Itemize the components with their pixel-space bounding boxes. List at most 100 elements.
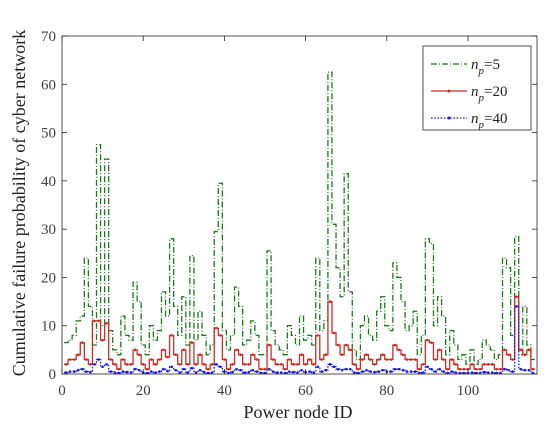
series-3-point-112 [515, 305, 518, 308]
series-2-point-35 [202, 363, 206, 366]
series-3-point-92 [434, 370, 437, 373]
series-2-point-20 [141, 363, 145, 366]
series-3-point-25 [162, 367, 165, 371]
series-2-point-56 [288, 358, 291, 361]
series-2-point-66 [328, 300, 332, 303]
series-2-point-6 [85, 358, 88, 361]
series-3-point-24 [158, 370, 161, 373]
series-3-point-63 [316, 365, 320, 369]
series-2-point-52 [271, 358, 275, 361]
series-3-point-50 [263, 371, 267, 374]
series-3-point-8 [93, 363, 96, 366]
series-2-point-78 [377, 358, 380, 361]
series-3-point-79 [381, 368, 385, 372]
series-3-point-36 [206, 371, 210, 374]
series-2-point-94 [442, 358, 445, 361]
series-3-point-86 [409, 370, 413, 373]
series-3-point-66 [328, 363, 332, 366]
series-3-point-116 [531, 371, 535, 374]
series-3-point-69 [340, 368, 344, 372]
series-2-point-77 [373, 363, 376, 366]
series-3-point-44 [239, 368, 242, 372]
series-3-point-87 [413, 370, 417, 373]
series-2-point-33 [194, 363, 198, 366]
series-2-point-102 [474, 367, 478, 371]
series-3-point-65 [324, 368, 328, 372]
series-2-point-83 [397, 348, 401, 352]
series-2-point-25 [162, 348, 165, 352]
series-3-point-4 [76, 368, 80, 372]
series-2-point-93 [438, 348, 441, 352]
series-2-point-96 [450, 358, 454, 361]
x-tick-label-60: 60 [298, 383, 313, 399]
legend: np=5 np=20 np=40 [422, 45, 532, 131]
series-2-point-105 [486, 363, 490, 366]
series-2-point-114 [523, 353, 527, 356]
series-2-point-86 [409, 358, 413, 361]
series-3-point-74 [361, 370, 364, 373]
series-3-point-98 [458, 371, 462, 374]
series-2-point-53 [275, 363, 279, 366]
series-2-point-95 [446, 367, 449, 371]
series-2-point-112 [515, 295, 518, 299]
series-2-point-38 [214, 326, 218, 330]
series-2-point-79 [381, 353, 385, 356]
series-2-point-103 [478, 367, 482, 371]
series-3-point-5 [81, 367, 84, 371]
series-2-point-32 [190, 341, 194, 344]
series-3-point-107 [495, 371, 498, 374]
series-2-point-91 [430, 341, 433, 344]
series-2-point-90 [426, 338, 429, 342]
series-2-point-61 [308, 358, 311, 361]
y-tick-label-0: 0 [49, 367, 57, 383]
axes: 0 20 40 60 80 100 0 10 20 30 40 50 60 70 [41, 29, 538, 399]
series-2-point-63 [316, 334, 320, 337]
legend-marker-2 [447, 89, 451, 93]
series-3-point-34 [198, 368, 202, 372]
series-3-point-72 [353, 371, 356, 374]
series-line-3 [64, 305, 535, 374]
series-2-point-67 [332, 331, 336, 335]
series-2-point-16 [125, 363, 129, 366]
axes-frame [61, 35, 538, 375]
series-2-point-12 [109, 358, 113, 361]
series-3-point-43 [235, 367, 238, 371]
series-2-point-7 [89, 363, 92, 366]
legend-label-3: np=40 [471, 111, 507, 131]
series-2-point-98 [458, 367, 462, 371]
series-3-point-15 [121, 370, 125, 373]
series-3-point-108 [499, 371, 502, 374]
y-tick-label-30: 30 [41, 222, 56, 238]
series-3-point-102 [474, 371, 478, 374]
series-2-point-101 [470, 363, 474, 366]
series-3-point-31 [186, 371, 190, 374]
series-2-point-49 [259, 367, 263, 371]
series-2-point-64 [320, 358, 324, 361]
series-3-point-47 [251, 368, 255, 372]
series-2-point-26 [166, 355, 169, 359]
y-tick-label-10: 10 [41, 319, 56, 335]
series-3-point-105 [486, 371, 490, 374]
series-2-point-92 [434, 358, 437, 361]
series-2-point-73 [357, 367, 360, 371]
series-3-point-21 [145, 371, 149, 374]
series-2-point-23 [154, 363, 157, 366]
series-2-point-21 [145, 367, 149, 371]
series-2-point-5 [81, 341, 84, 344]
series-3-point-19 [137, 368, 141, 372]
series-2-point-19 [137, 353, 141, 356]
series-3-point-111 [511, 370, 514, 373]
series-2-point-104 [482, 363, 486, 366]
series-3-point-33 [194, 371, 198, 374]
series-2-point-11 [105, 322, 108, 325]
series-group [64, 71, 535, 374]
series-2-point-62 [312, 363, 316, 366]
series-2-point-107 [495, 367, 498, 371]
series-3-point-12 [109, 370, 113, 373]
series-2-point-70 [344, 343, 348, 347]
series-3-point-75 [365, 368, 368, 372]
series-2-point-111 [511, 358, 514, 361]
series-3-point-62 [312, 371, 316, 374]
plot-area [64, 71, 535, 374]
series-3-point-88 [417, 371, 421, 374]
